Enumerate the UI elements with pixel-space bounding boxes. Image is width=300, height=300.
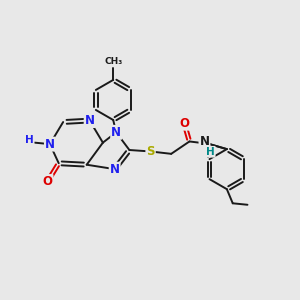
Text: N: N: [110, 163, 120, 176]
Text: H: H: [25, 135, 34, 145]
Text: O: O: [43, 175, 52, 188]
Text: H: H: [206, 147, 215, 157]
Text: N: N: [45, 138, 55, 151]
Text: S: S: [146, 145, 155, 158]
Text: N: N: [85, 114, 94, 127]
Text: CH₃: CH₃: [104, 57, 122, 66]
Text: N: N: [200, 135, 209, 148]
Text: N: N: [111, 126, 121, 139]
Text: O: O: [179, 117, 189, 130]
